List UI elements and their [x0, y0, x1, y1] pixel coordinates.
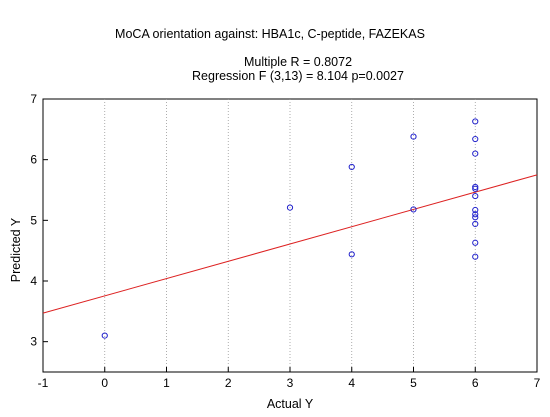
data-point — [472, 214, 479, 221]
data-point — [472, 253, 479, 260]
x-tick-label: 0 — [101, 376, 108, 390]
data-point — [410, 206, 417, 213]
x-tick-label: 2 — [225, 376, 232, 390]
data-point — [286, 204, 294, 211]
data-point — [472, 192, 479, 200]
data-point — [348, 251, 355, 258]
chart-title: MoCA orientation against: HBA1c, C-pepti… — [115, 27, 425, 41]
x-tick-label: 3 — [287, 376, 294, 390]
regression-line — [42, 174, 538, 314]
data-point — [472, 135, 479, 143]
y-tick-label: 7 — [30, 92, 37, 106]
x-tick-label: -1 — [38, 376, 49, 390]
x-tick-label: 6 — [472, 376, 479, 390]
y-tick-label: 3 — [30, 335, 37, 349]
data-point — [348, 163, 355, 171]
x-tick-label: 7 — [534, 376, 541, 390]
data-point — [101, 332, 108, 339]
x-tick-label: 4 — [348, 376, 355, 390]
chart-subtitle-r: Multiple R = 0.8072 — [244, 55, 352, 69]
data-point — [472, 206, 479, 214]
y-tick-label: 6 — [30, 153, 37, 167]
y-axis-label: Predicted Y — [9, 217, 23, 282]
x-tick-label: 5 — [410, 376, 417, 390]
data-point — [472, 185, 479, 192]
x-axis-label: Actual Y — [267, 397, 314, 411]
data-point — [410, 133, 417, 140]
data-point — [472, 150, 479, 157]
data-point — [472, 239, 479, 246]
y-tick-label: 5 — [30, 213, 37, 227]
plot-area: -1 0 1 2 3 4 5 6 7 3 4 5 6 7 — [30, 92, 540, 390]
data-point — [472, 211, 479, 218]
data-point — [472, 183, 479, 191]
data-point — [472, 220, 479, 228]
plot-frame — [42, 98, 538, 373]
chart-subtitle-f: Regression F (3,13) = 8.104 p=0.0027 — [192, 69, 404, 83]
y-tick-label: 4 — [30, 274, 37, 288]
data-point — [472, 118, 479, 125]
x-tick-label: 1 — [163, 376, 170, 390]
